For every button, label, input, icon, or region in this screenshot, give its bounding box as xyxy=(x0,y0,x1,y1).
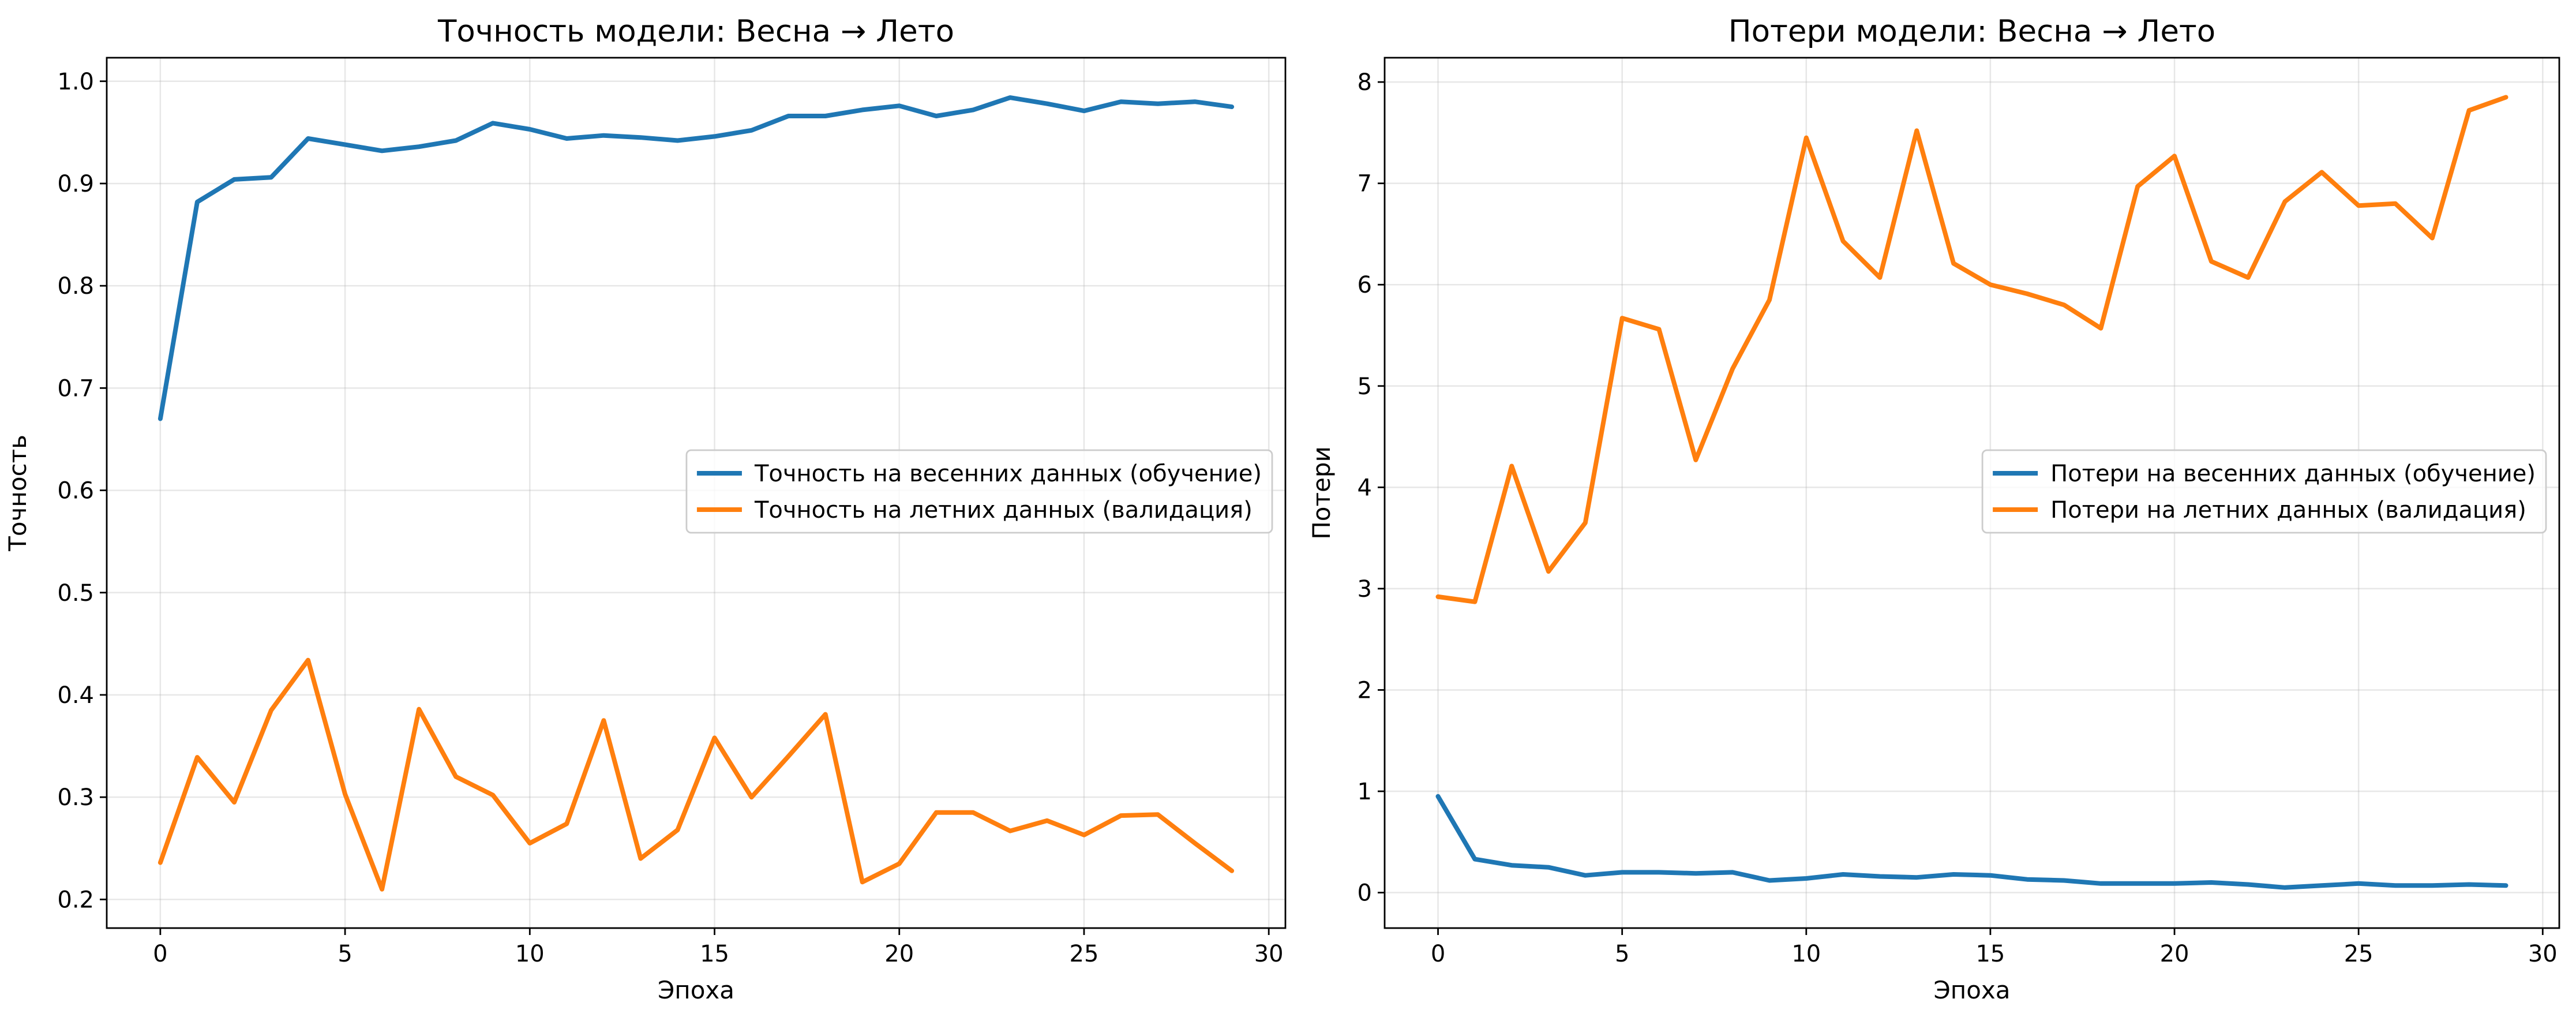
chart-1-x-tick-label-2: 10 xyxy=(515,941,545,967)
chart-1-title: Точность модели: Весна → Лето xyxy=(437,14,954,49)
chart-2-x-tick-label-3: 15 xyxy=(1975,941,2005,967)
chart-1-x-tick-label-6: 30 xyxy=(1254,941,1284,967)
chart-1-y-axis-label: Точность xyxy=(3,435,32,552)
chart-1-y-tick-label-7: 0.9 xyxy=(57,171,94,197)
chart-2-y-tick-label-8: 8 xyxy=(1358,69,1372,96)
chart-2-x-tick-label-4: 20 xyxy=(2160,941,2189,967)
chart-1-x-tick-label-5: 25 xyxy=(1070,941,1099,967)
chart-1-x-tick-label-0: 0 xyxy=(153,941,167,967)
chart-1: 0 5 10 15 20 25 30 0.2 0.3 0.4 0.5 0.6 0.7 0.8 0.9 1.0 Т… xyxy=(3,14,1287,1004)
chart-1-legend-label-1: Точность на весенних данных (обучение) xyxy=(754,461,1262,487)
chart-2-legend-box xyxy=(1981,449,2547,534)
chart-1-x-tick-label-4: 20 xyxy=(884,941,914,967)
chart-1-x-tick-label-1: 5 xyxy=(338,941,352,967)
chart-1-legend-box xyxy=(685,449,1273,534)
chart-2-y-tick-label-6: 6 xyxy=(1358,272,1372,298)
chart-2-y-tick-label-2: 2 xyxy=(1358,677,1372,704)
chart-1-y-tick-label-6: 0.8 xyxy=(57,273,94,300)
chart-1-y-tick-label-0: 0.2 xyxy=(57,887,94,913)
chart-1-y-tick-label-1: 0.3 xyxy=(57,784,94,811)
chart-2-series-line-2 xyxy=(1435,95,2508,604)
chart-2-series-line-1 xyxy=(1435,794,2508,890)
chart-2-legend: Потери на весенних данных (обучение) Поте… xyxy=(1981,449,2547,534)
chart-2-legend-label-1: Потери на весенних данных (обучение) xyxy=(2050,461,2536,487)
chart-1-y-tick-label-5: 0.7 xyxy=(57,375,94,402)
chart-1-y-tick-label-3: 0.5 xyxy=(57,580,94,607)
chart-2-title: Потери модели: Весна → Лето xyxy=(1728,14,2215,49)
chart-2-y-tick-label-4: 4 xyxy=(1358,474,1372,501)
chart-1-legend: Точность на весенних данных (обучение) То… xyxy=(685,449,1273,534)
chart-2-y-tick-label-7: 7 xyxy=(1358,171,1372,197)
chart-2-y-tick-label-0: 0 xyxy=(1358,880,1372,907)
chart-1-x-tick-label-3: 15 xyxy=(700,941,729,967)
chart-2-x-tick-label-5: 25 xyxy=(2344,941,2373,967)
chart-1-plot-frame xyxy=(106,57,1287,929)
chart-1-y-tick-label-8: 1.0 xyxy=(57,69,94,95)
chart-2-legend-label-2: Потери на летних данных (валидация) xyxy=(2050,497,2526,523)
chart-2-plot-frame xyxy=(1383,57,2560,929)
chart-2-y-tick-label-1: 1 xyxy=(1358,779,1372,805)
chart-1-y-tick-label-4: 0.6 xyxy=(57,478,94,504)
chart-2-y-axis-label: Потери xyxy=(1307,446,1336,540)
chart-1-series-line-2 xyxy=(158,657,1235,892)
chart-2-y-tick-label-5: 5 xyxy=(1358,373,1372,400)
chart-1-legend-label-2: Точность на летних данных (валидация) xyxy=(754,497,1253,523)
chart-2-x-tick-label-6: 30 xyxy=(2528,941,2558,967)
chart-1-series-line-1 xyxy=(158,95,1235,421)
chart-2-x-tick-label-0: 0 xyxy=(1431,941,1445,967)
chart-2-x-tick-label-2: 10 xyxy=(1791,941,1821,967)
chart-1-y-tick-label-2: 0.4 xyxy=(57,682,94,709)
chart-2-x-tick-label-1: 5 xyxy=(1615,941,1629,967)
chart-2-x-axis-label: Эпоха xyxy=(1933,976,2010,1004)
chart-2-y-tick-label-3: 3 xyxy=(1358,576,1372,603)
chart-2: 0 5 10 15 20 25 30 0 1 2 3 4 5 6 7 8 Потери модели: Весн… xyxy=(1307,14,2560,1004)
chart-1-x-axis-label: Эпоха xyxy=(658,976,734,1004)
